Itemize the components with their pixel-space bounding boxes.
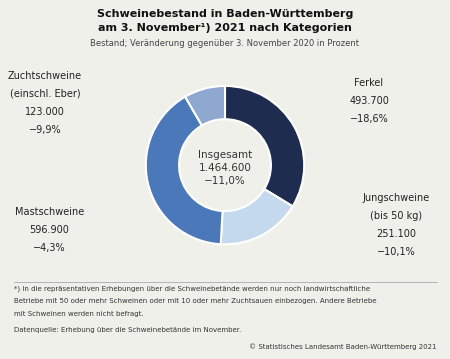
- Text: *) In die repräsentativen Erhebungen über die Schweinebetände werden nur noch la: *) In die repräsentativen Erhebungen übe…: [14, 285, 369, 292]
- Text: (bis 50 kg): (bis 50 kg): [370, 211, 422, 221]
- Text: 1.464.600: 1.464.600: [198, 163, 252, 173]
- Text: Ferkel: Ferkel: [355, 78, 383, 88]
- Wedge shape: [146, 97, 223, 244]
- Wedge shape: [221, 189, 292, 244]
- Text: Jungschweine: Jungschweine: [362, 193, 430, 203]
- Text: −4,3%: −4,3%: [33, 243, 66, 253]
- Text: (einschl. Eber): (einschl. Eber): [10, 89, 80, 99]
- Wedge shape: [185, 86, 225, 125]
- Text: am 3. November¹) 2021 nach Kategorien: am 3. November¹) 2021 nach Kategorien: [98, 23, 352, 33]
- Wedge shape: [225, 86, 304, 206]
- Text: 123.000: 123.000: [25, 107, 65, 117]
- Text: Bestand; Veränderung gegenüber 3. November 2020 in Prozent: Bestand; Veränderung gegenüber 3. Novemb…: [90, 39, 360, 48]
- Text: Mastschweine: Mastschweine: [15, 208, 84, 218]
- Text: Datenquelle: Erhebung über die Schweinebetände im November.: Datenquelle: Erhebung über die Schweineb…: [14, 327, 241, 334]
- Text: 493.700: 493.700: [349, 96, 389, 106]
- Text: −10,1%: −10,1%: [377, 247, 415, 257]
- Text: −18,6%: −18,6%: [350, 114, 388, 124]
- Text: © Statistisches Landesamt Baden-Württemberg 2021: © Statistisches Landesamt Baden-Württemb…: [249, 343, 436, 350]
- Text: 596.900: 596.900: [30, 225, 69, 236]
- Text: Insgesamt: Insgesamt: [198, 150, 252, 160]
- Text: Betriebe mit 50 oder mehr Schweinen oder mit 10 oder mehr Zuchtsauen einbezogen.: Betriebe mit 50 oder mehr Schweinen oder…: [14, 298, 376, 304]
- Text: Schweinebestand in Baden-Württemberg: Schweinebestand in Baden-Württemberg: [97, 9, 353, 19]
- Text: Zuchtschweine: Zuchtschweine: [8, 71, 82, 81]
- Text: 251.100: 251.100: [376, 229, 416, 239]
- Text: mit Schweinen werden nicht befragt.: mit Schweinen werden nicht befragt.: [14, 311, 143, 317]
- Text: −9,9%: −9,9%: [29, 125, 61, 135]
- Text: −11,0%: −11,0%: [204, 176, 246, 186]
